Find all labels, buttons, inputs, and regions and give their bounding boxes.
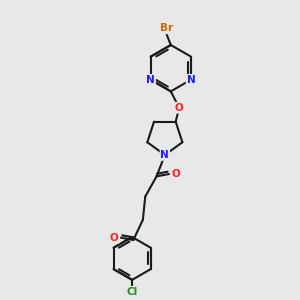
Text: N: N	[160, 150, 169, 160]
Text: O: O	[110, 232, 119, 243]
Text: N: N	[187, 75, 195, 85]
Text: Cl: Cl	[127, 287, 138, 297]
Text: N: N	[146, 75, 155, 85]
Text: O: O	[171, 169, 180, 179]
Text: Br: Br	[160, 23, 173, 33]
Text: O: O	[175, 103, 184, 113]
